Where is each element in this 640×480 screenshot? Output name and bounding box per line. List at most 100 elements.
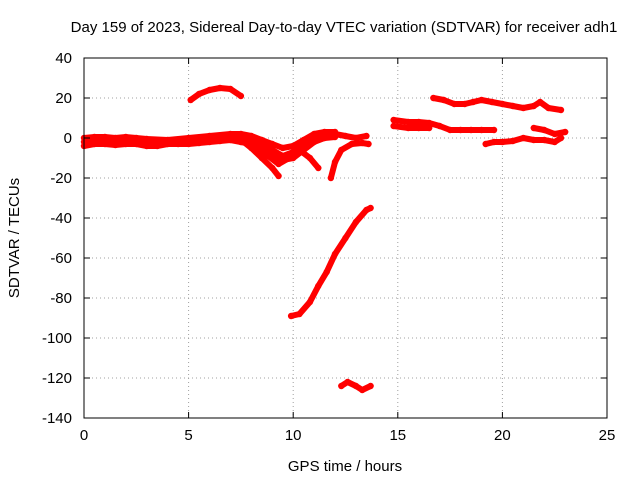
data-point <box>133 140 140 148</box>
data-point <box>287 312 295 320</box>
data-point <box>296 146 303 154</box>
data-point <box>227 85 234 93</box>
data-point <box>551 138 558 146</box>
x-tick-label: 15 <box>389 427 406 444</box>
data-point <box>327 174 335 182</box>
series-arc-main-upper <box>80 128 339 152</box>
data-point <box>415 124 422 132</box>
data-point <box>258 154 266 162</box>
data-point <box>469 98 477 106</box>
data-point <box>216 84 224 92</box>
data-point <box>405 124 412 132</box>
data-point <box>269 164 276 172</box>
data-point <box>252 142 259 150</box>
data-point <box>348 140 355 148</box>
data-point <box>185 140 192 148</box>
data-point <box>490 126 498 134</box>
data-point <box>315 282 322 290</box>
data-point <box>390 122 397 130</box>
series-arc-rise-11-14 <box>327 139 372 182</box>
data-point <box>195 90 203 98</box>
series-line <box>530 125 569 137</box>
data-point <box>154 142 161 150</box>
axis-ticks: 0 5 10 15 20 25 -140 -120 -100 -80 -60 -40 -20 0 20 40 <box>42 50 615 444</box>
data-point <box>91 140 98 148</box>
y-tick-label: 0 <box>64 130 72 147</box>
data-point <box>310 130 318 138</box>
data-point <box>174 140 182 148</box>
data-point <box>206 86 213 94</box>
data-point <box>315 164 322 172</box>
data-point <box>331 250 339 258</box>
data-point <box>216 137 224 145</box>
series-arc-lower-right <box>482 134 565 148</box>
data-point <box>415 118 422 126</box>
data-point <box>306 154 314 162</box>
data-point <box>112 134 119 142</box>
data-point <box>338 382 345 390</box>
data-point <box>446 126 454 134</box>
data-point <box>461 100 468 108</box>
data-point <box>530 102 537 110</box>
data-point <box>264 152 272 160</box>
data-point <box>499 100 506 108</box>
data-point <box>467 126 475 134</box>
x-tick-label: 25 <box>599 427 616 444</box>
plot-frame <box>83 57 608 419</box>
data-point <box>296 310 303 318</box>
y-tick-label: -80 <box>50 290 72 307</box>
x-tick-label: 5 <box>184 427 192 444</box>
data-point <box>206 132 213 140</box>
data-point <box>520 134 527 142</box>
y-tick-label: 20 <box>55 90 72 107</box>
series-line <box>390 117 498 133</box>
data-point <box>359 139 366 147</box>
data-point <box>269 140 276 148</box>
data-point <box>457 126 464 134</box>
data-point <box>536 98 544 106</box>
y-tick-label: -140 <box>42 410 72 427</box>
data-point <box>227 130 234 138</box>
data-point <box>482 140 489 148</box>
data-point <box>478 126 485 134</box>
data-point <box>451 100 458 108</box>
data-point <box>185 134 192 142</box>
y-tick-label: -20 <box>50 170 72 187</box>
x-tick-label: 0 <box>80 427 88 444</box>
y-tick-label: -100 <box>42 330 72 347</box>
series-line <box>288 205 374 319</box>
data-point <box>541 126 548 134</box>
y-tick-label: -60 <box>50 250 72 267</box>
data-point <box>530 136 537 144</box>
y-tick-label: -120 <box>42 370 72 387</box>
data-point <box>101 133 109 141</box>
data-point <box>331 158 339 166</box>
data-point <box>275 172 282 180</box>
data-point <box>91 133 98 141</box>
data-point <box>195 139 203 147</box>
series-arc-upper-right <box>430 94 565 114</box>
data-point <box>541 136 548 144</box>
series-line <box>390 123 433 131</box>
data-point <box>561 128 569 136</box>
data-point <box>164 136 171 144</box>
data-point <box>352 134 360 142</box>
data-series <box>80 84 569 394</box>
y-tick-label: 40 <box>55 50 72 67</box>
data-point <box>275 160 282 168</box>
x-tick-label: 10 <box>285 427 302 444</box>
data-point <box>557 106 565 114</box>
data-point <box>509 137 517 145</box>
data-point <box>363 132 370 140</box>
data-point <box>206 138 213 146</box>
data-point <box>490 138 498 146</box>
data-point <box>425 119 433 127</box>
series-arc-right-end <box>530 124 569 138</box>
data-point <box>310 138 318 146</box>
data-point <box>331 128 339 136</box>
data-point <box>425 124 433 132</box>
data-point <box>300 136 307 144</box>
data-point <box>440 96 448 104</box>
series-arc-after-15-upper <box>390 116 498 134</box>
data-point <box>545 104 552 112</box>
